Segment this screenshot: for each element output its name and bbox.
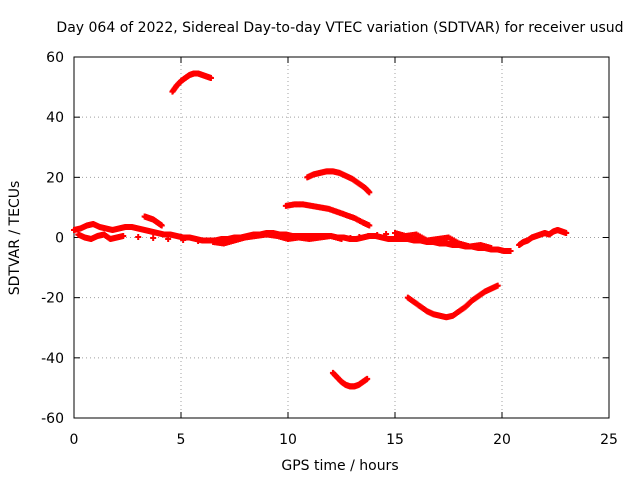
data-point xyxy=(195,238,202,245)
data-point xyxy=(165,236,172,243)
data-point xyxy=(507,248,514,255)
data-point xyxy=(563,229,570,236)
series-arc-17h-low xyxy=(404,282,501,321)
data-point xyxy=(158,222,165,229)
data-point xyxy=(383,230,390,237)
series-arc-5h xyxy=(169,70,214,95)
data-point xyxy=(207,75,214,82)
data-point xyxy=(150,235,157,242)
y-tick-label: -60 xyxy=(41,411,64,427)
series-arc-11h-high xyxy=(304,168,373,196)
series-arc-11h-mid xyxy=(282,201,373,229)
y-tick-label: 40 xyxy=(46,110,64,126)
data-points xyxy=(71,70,570,390)
data-point xyxy=(494,282,501,289)
series-main-band-b xyxy=(75,229,495,252)
y-axis-label: SDTVAR / TECUs xyxy=(7,181,23,296)
y-tick-label: 20 xyxy=(46,170,64,186)
x-tick-label: 15 xyxy=(386,432,404,448)
data-point xyxy=(180,237,187,244)
data-point xyxy=(374,231,381,238)
x-axis-label: GPS time / hours xyxy=(281,458,398,474)
data-point xyxy=(347,235,354,242)
y-tick-label: 0 xyxy=(55,231,64,247)
y-tick-label: 60 xyxy=(46,50,64,66)
data-point xyxy=(135,233,142,240)
axis-ticks: 0 5 10 15 20 25 -60 -40 -20 0 20 40 60 xyxy=(41,50,618,448)
x-tick-label: 5 xyxy=(177,432,186,448)
chart-title: Day 064 of 2022, Sidereal Day-to-day VTE… xyxy=(56,20,623,36)
y-tick-label: -40 xyxy=(41,351,64,367)
data-point xyxy=(338,236,345,243)
data-point xyxy=(356,233,363,240)
data-point xyxy=(366,222,373,229)
x-tick-label: 0 xyxy=(70,432,79,448)
x-tick-label: 10 xyxy=(279,432,297,448)
x-tick-label: 25 xyxy=(600,432,618,448)
data-point xyxy=(364,375,371,382)
data-point xyxy=(365,232,372,239)
series-arc-13h-low xyxy=(329,369,371,390)
y-tick-label: -20 xyxy=(41,291,64,307)
x-tick-label: 20 xyxy=(493,432,511,448)
series-tail-end xyxy=(516,226,570,249)
data-point xyxy=(120,232,127,239)
data-point xyxy=(366,189,373,196)
series-arc-3.6h xyxy=(141,213,165,229)
data-point xyxy=(488,245,495,252)
